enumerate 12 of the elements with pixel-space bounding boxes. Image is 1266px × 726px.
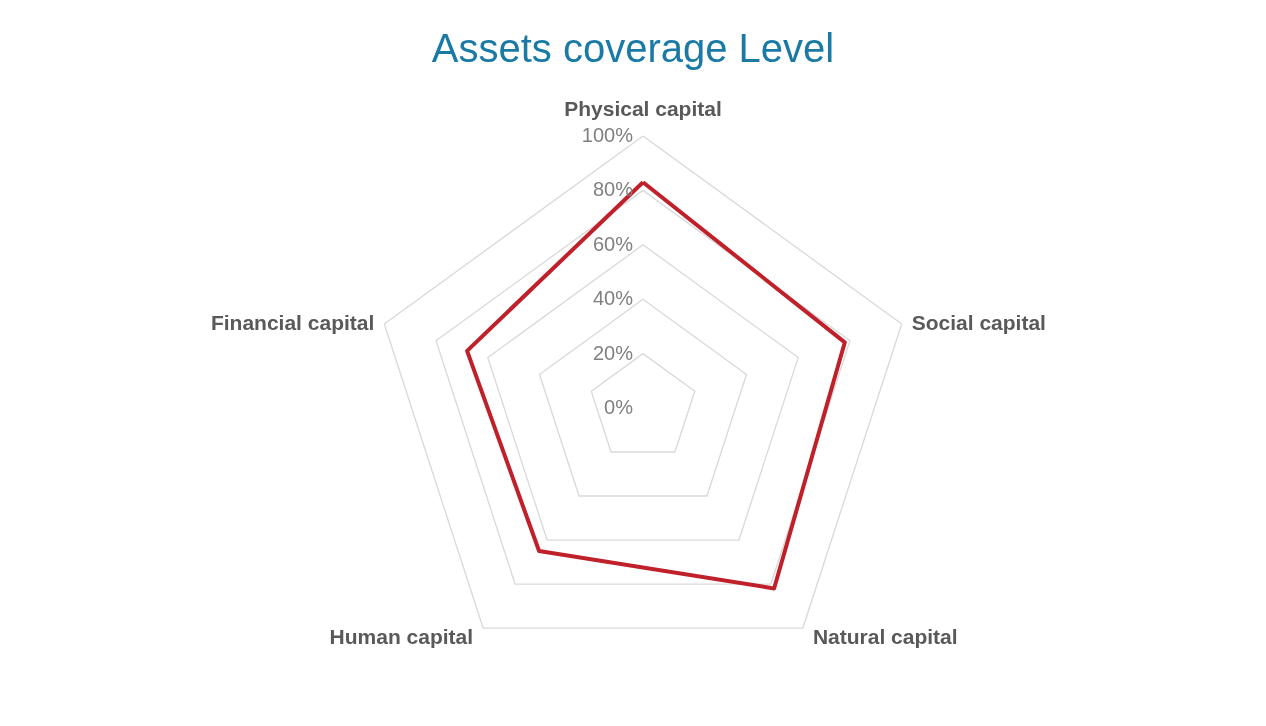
y-tick-label: 20%	[592, 341, 634, 364]
spoke-label: Social capital	[911, 310, 1046, 334]
y-tick-label: 0%	[604, 396, 634, 418]
spoke-label: Financial capital	[210, 310, 375, 334]
y-tick-label: 100%	[581, 124, 634, 146]
chart-title: Assets coverage Level	[431, 26, 835, 70]
y-tick-label: 40%	[592, 287, 634, 310]
spoke-label: Natural capital	[812, 625, 958, 649]
spoke-label: Physical capital	[564, 97, 722, 120]
y-tick-label: 60%	[592, 232, 634, 255]
spoke-label: Human capital	[329, 625, 474, 649]
y-tick-label: 80%	[592, 178, 634, 201]
